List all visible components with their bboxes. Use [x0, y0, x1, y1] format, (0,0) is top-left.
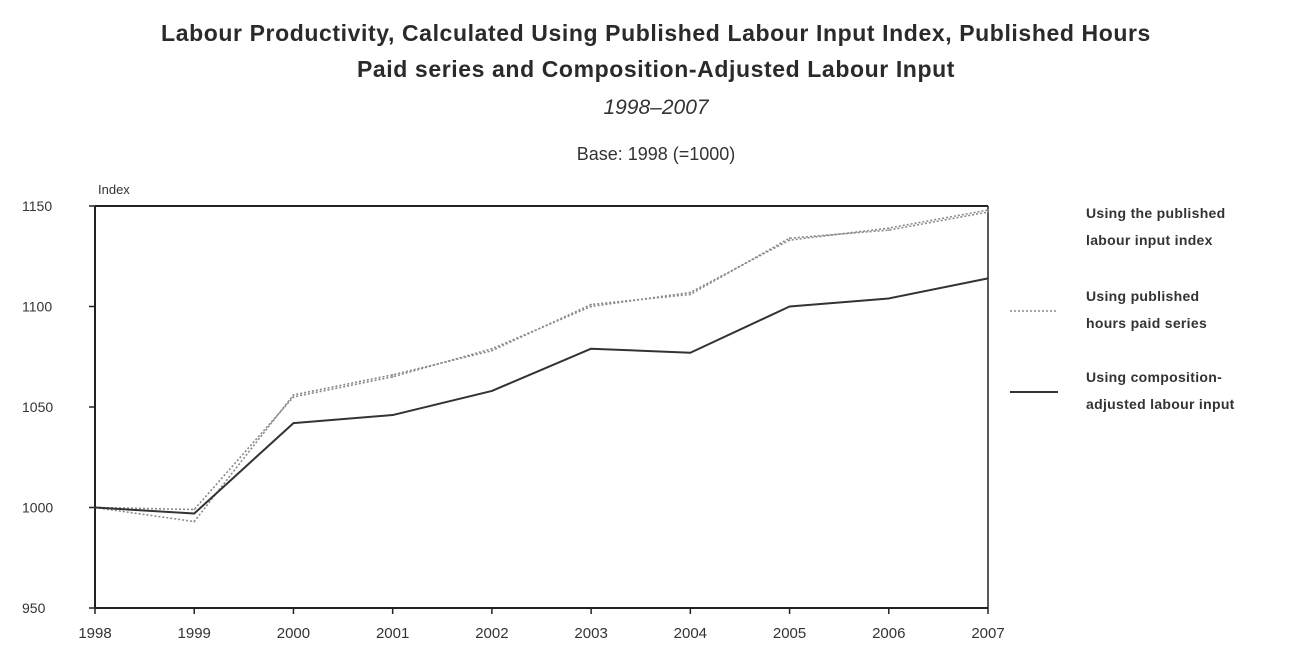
series-line: [94, 209, 989, 511]
data-point: [887, 227, 890, 229]
data-point: [391, 374, 394, 376]
data-point: [689, 291, 692, 294]
series-line: [94, 277, 989, 515]
data-point: [987, 211, 989, 213]
data-point: [887, 229, 890, 231]
y-tick-label: 1150: [22, 198, 52, 214]
y-tick-label: 1100: [22, 299, 52, 315]
data-point: [590, 303, 592, 306]
legend-label-composition-adjusted: Using composition- adjusted labour input: [1086, 364, 1235, 418]
data-point: [391, 414, 394, 416]
base-note: Base: 1998 (=1000): [576, 144, 736, 164]
x-tick-label: 2004: [674, 625, 707, 642]
data-point: [193, 508, 196, 511]
data-point: [887, 297, 890, 300]
legend-label-line: Using composition-: [1086, 369, 1223, 385]
x-tick-label: 2000: [277, 625, 310, 642]
x-tick-label: 2006: [872, 625, 905, 642]
data-point: [987, 209, 989, 211]
series-line: [94, 211, 989, 523]
chart-title-line-2: Paid series and Composition-Adjusted Lab…: [356, 56, 956, 82]
legend-label-line: adjusted labour input: [1086, 396, 1235, 412]
data-point: [491, 347, 493, 350]
legend-label-line: labour input index: [1086, 232, 1213, 248]
y-tick-label: 1050: [22, 399, 53, 415]
y-tick-label: 1000: [22, 500, 53, 516]
x-tick-label: 1999: [178, 625, 211, 642]
data-point: [94, 506, 96, 509]
x-tick-label: 2002: [475, 625, 508, 642]
legend-label-line: hours paid series: [1086, 315, 1208, 331]
x-tick-label: 2007: [971, 625, 1004, 642]
data-point: [987, 277, 989, 280]
data-point: [193, 520, 196, 523]
data-point: [491, 349, 493, 352]
data-point: [689, 293, 692, 296]
chart-title-line-1: Labour Productivity, Calculated Using Pu…: [161, 20, 1151, 46]
data-point: [788, 237, 791, 239]
x-tick-label: 2003: [574, 625, 607, 642]
data-point: [193, 512, 196, 515]
data-point: [292, 394, 295, 396]
data-point: [590, 305, 592, 308]
data-point: [391, 376, 394, 378]
chart-subtitle: 1998–2007: [603, 96, 709, 119]
data-point: [689, 351, 692, 354]
data-point: [788, 305, 791, 308]
data-point: [292, 396, 295, 398]
x-tick-label: 2005: [773, 625, 806, 642]
data-point: [292, 422, 295, 424]
legend-label-published-index: Using the published labour input index: [1086, 200, 1225, 254]
legend-label-hours-paid: Using published hours paid series: [1086, 283, 1207, 337]
x-tick-label: 2001: [376, 625, 409, 642]
y-tick-label: 950: [22, 600, 46, 616]
legend-label-line: Using published: [1086, 288, 1200, 304]
x-tick-label: 1998: [78, 625, 111, 642]
y-axis-label: Index: [98, 182, 130, 197]
data-point: [788, 239, 791, 241]
data-point: [491, 390, 493, 392]
legend-label-line: Using the published: [1086, 205, 1226, 221]
data-point: [590, 347, 592, 350]
